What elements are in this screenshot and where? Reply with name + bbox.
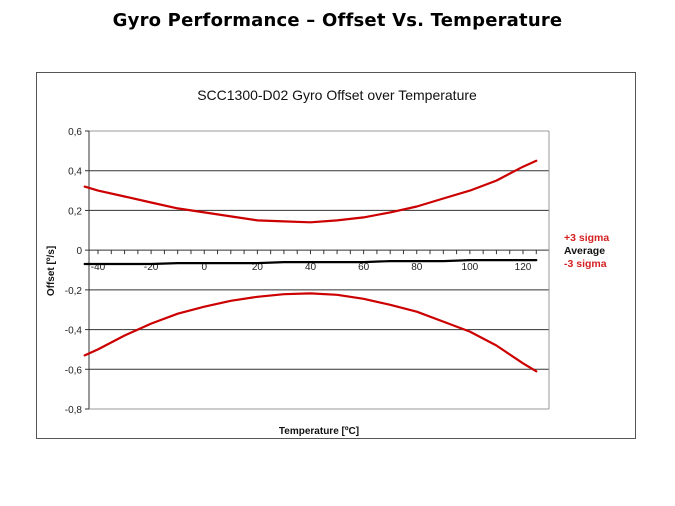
svg-text:-40: -40 [91,262,106,273]
svg-text:-0,4: -0,4 [65,326,83,337]
chart-frame: SCC1300-D02 Gyro Offset over Temperature… [36,72,636,439]
series--3-sigma [83,159,538,224]
x-axis-label: Temperature [ºC] [279,426,359,437]
series-average [83,259,538,266]
svg-text:0,2: 0,2 [68,206,82,217]
legend-item-minus-3-sigma: -3 sigma [564,258,607,270]
svg-text:20: 20 [252,262,264,273]
chart-svg: SCC1300-D02 Gyro Offset over Temperature… [46,87,550,437]
svg-text:-0,8: -0,8 [65,405,83,416]
x-axis-ticks: -40 -20 0 20 40 60 80 100 120 [91,250,537,273]
slide-title: Gyro Performance – Offset Vs. Temperatur… [112,10,563,31]
legend-item-plus-3-sigma: +3 sigma [564,232,610,244]
gridlines [85,130,550,410]
svg-text:0,6: 0,6 [68,127,82,138]
y-axis-label: Offset [º/s] [46,246,57,296]
svg-text:-0,2: -0,2 [65,286,83,297]
svg-text:-20: -20 [144,262,159,273]
data-series [83,159,538,373]
chart-title: SCC1300-D02 Gyro Offset over Temperature [197,87,477,103]
y-axis-ticks: 0,6 0,4 0,2 0 -0,2 -0,4 -0,6 -0,8 [65,127,83,416]
svg-text:80: 80 [411,262,423,273]
svg-text:-0,6: -0,6 [65,365,83,376]
series--3-sigma [83,292,538,373]
svg-text:0: 0 [201,262,207,273]
svg-text:40: 40 [305,262,317,273]
chart-legend: +3 sigma Average -3 sigma [564,232,609,271]
svg-text:100: 100 [462,262,479,273]
svg-text:0: 0 [76,246,82,257]
svg-text:120: 120 [515,262,532,273]
svg-text:60: 60 [358,262,370,273]
svg-text:0,4: 0,4 [68,167,82,178]
legend-item-average: Average [564,245,606,257]
